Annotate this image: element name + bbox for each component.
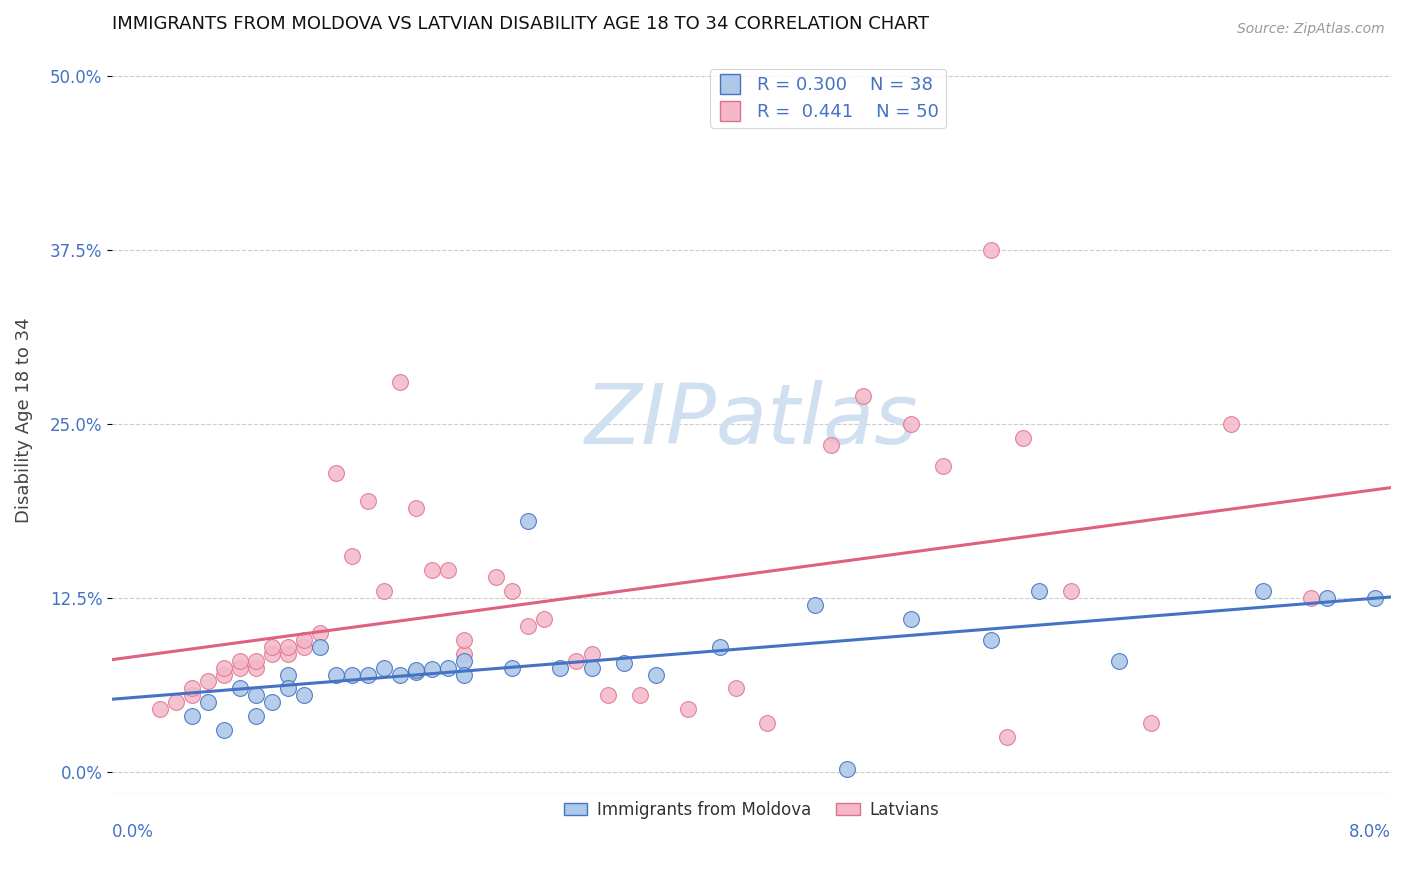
Point bbox=[1251, 584, 1274, 599]
Point bbox=[453, 654, 475, 668]
Point bbox=[724, 681, 747, 696]
Point bbox=[277, 640, 299, 654]
Point bbox=[212, 667, 235, 681]
Point bbox=[277, 667, 299, 681]
Text: Source: ZipAtlas.com: Source: ZipAtlas.com bbox=[1237, 22, 1385, 37]
Point bbox=[995, 730, 1018, 744]
Point bbox=[197, 674, 219, 689]
Point bbox=[229, 681, 252, 696]
Point bbox=[980, 632, 1002, 647]
Point bbox=[932, 458, 955, 473]
Point bbox=[613, 657, 636, 671]
Point bbox=[756, 716, 779, 731]
Point bbox=[1028, 584, 1050, 599]
Point bbox=[292, 632, 315, 647]
Point bbox=[485, 570, 508, 584]
Point bbox=[245, 689, 267, 703]
Point bbox=[436, 563, 458, 577]
Point bbox=[501, 660, 523, 674]
Point bbox=[1060, 584, 1083, 599]
Point bbox=[1012, 431, 1035, 445]
Point bbox=[709, 640, 731, 654]
Point bbox=[548, 660, 571, 674]
Point bbox=[804, 598, 827, 612]
Point bbox=[820, 438, 842, 452]
Point bbox=[292, 640, 315, 654]
Point bbox=[277, 647, 299, 661]
Text: IMMIGRANTS FROM MOLDOVA VS LATVIAN DISABILITY AGE 18 TO 34 CORRELATION CHART: IMMIGRANTS FROM MOLDOVA VS LATVIAN DISAB… bbox=[112, 15, 929, 33]
Point bbox=[340, 549, 363, 564]
Point bbox=[516, 619, 538, 633]
Point bbox=[501, 584, 523, 599]
Point bbox=[357, 493, 380, 508]
Point bbox=[325, 667, 347, 681]
Point bbox=[420, 662, 443, 676]
Point bbox=[900, 612, 922, 626]
Point bbox=[373, 660, 395, 674]
Text: 8.0%: 8.0% bbox=[1350, 823, 1391, 841]
Point bbox=[308, 640, 330, 654]
Point bbox=[453, 647, 475, 661]
Point bbox=[325, 466, 347, 480]
Point bbox=[581, 660, 603, 674]
Point bbox=[229, 660, 252, 674]
Point bbox=[373, 584, 395, 599]
Point bbox=[628, 689, 651, 703]
Point bbox=[453, 632, 475, 647]
Point bbox=[388, 376, 411, 390]
Point bbox=[1299, 591, 1322, 605]
Point bbox=[405, 663, 427, 677]
Point bbox=[149, 702, 172, 716]
Point bbox=[676, 702, 699, 716]
Point bbox=[357, 667, 380, 681]
Point bbox=[229, 654, 252, 668]
Point bbox=[277, 681, 299, 696]
Point bbox=[533, 612, 555, 626]
Point bbox=[852, 389, 875, 403]
Point bbox=[260, 647, 283, 661]
Text: 0.0%: 0.0% bbox=[112, 823, 153, 841]
Point bbox=[596, 689, 619, 703]
Point bbox=[405, 500, 427, 515]
Point bbox=[197, 695, 219, 709]
Point bbox=[837, 762, 859, 776]
Point bbox=[436, 660, 458, 674]
Point bbox=[308, 625, 330, 640]
Point bbox=[405, 665, 427, 679]
Point bbox=[980, 243, 1002, 257]
Point bbox=[181, 689, 204, 703]
Point bbox=[420, 563, 443, 577]
Point bbox=[212, 660, 235, 674]
Point bbox=[1140, 716, 1163, 731]
Point bbox=[245, 660, 267, 674]
Point bbox=[292, 689, 315, 703]
Point bbox=[260, 695, 283, 709]
Point bbox=[1108, 654, 1130, 668]
Point bbox=[1364, 591, 1386, 605]
Point bbox=[165, 695, 187, 709]
Point bbox=[181, 681, 204, 696]
Legend: Immigrants from Moldova, Latvians: Immigrants from Moldova, Latvians bbox=[557, 794, 946, 825]
Point bbox=[581, 647, 603, 661]
Point bbox=[900, 417, 922, 431]
Text: ZIPatlas: ZIPatlas bbox=[585, 380, 918, 461]
Y-axis label: Disability Age 18 to 34: Disability Age 18 to 34 bbox=[15, 318, 32, 524]
Point bbox=[644, 667, 666, 681]
Point bbox=[245, 654, 267, 668]
Point bbox=[260, 640, 283, 654]
Point bbox=[1220, 417, 1243, 431]
Point bbox=[245, 709, 267, 723]
Point bbox=[516, 515, 538, 529]
Point bbox=[388, 667, 411, 681]
Point bbox=[212, 723, 235, 738]
Point bbox=[340, 667, 363, 681]
Point bbox=[181, 709, 204, 723]
Point bbox=[564, 654, 586, 668]
Point bbox=[453, 667, 475, 681]
Point bbox=[1316, 591, 1339, 605]
